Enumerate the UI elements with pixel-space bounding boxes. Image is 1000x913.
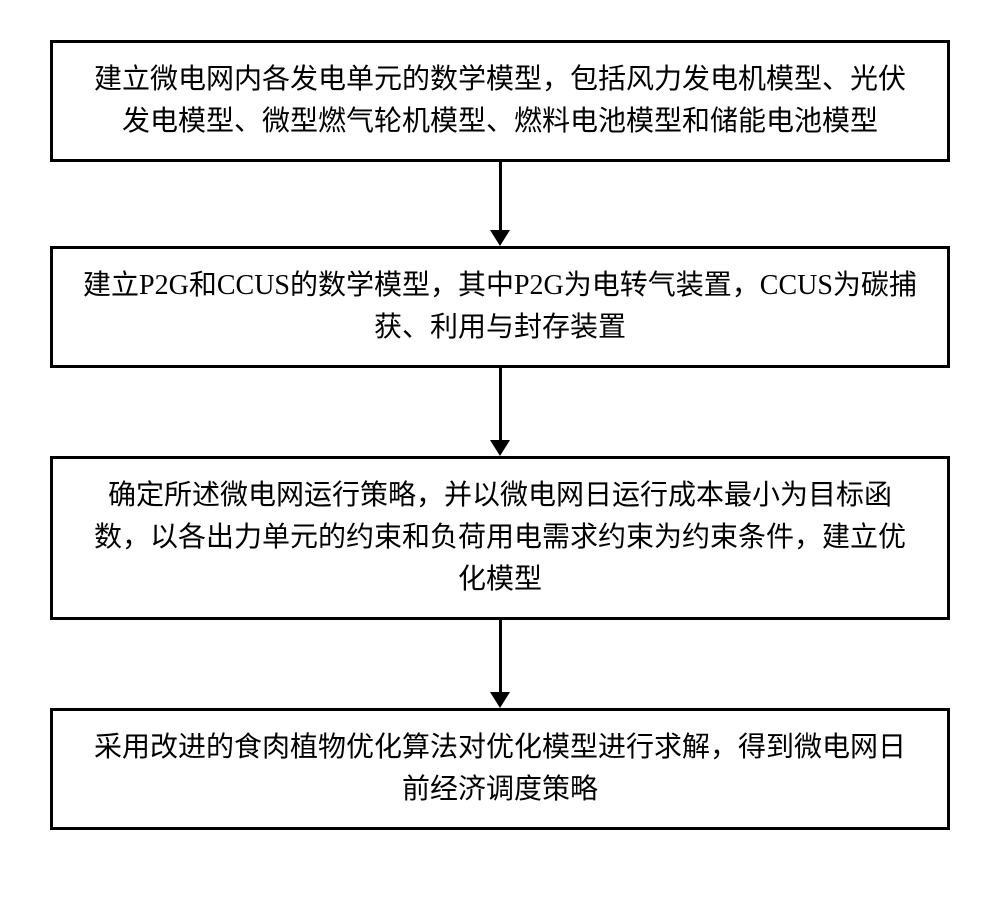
edge-line xyxy=(499,620,502,692)
arrowhead-icon xyxy=(490,230,510,246)
flowchart-node: 确定所述微电网运行策略，并以微电网日运行成本最小为目标函数，以各出力单元的约束和… xyxy=(50,456,950,620)
flowchart-edge xyxy=(490,620,510,708)
flowchart-container: 建立微电网内各发电单元的数学模型，包括风力发电机模型、光伏发电模型、微型燃气轮机… xyxy=(50,40,950,830)
arrowhead-icon xyxy=(490,440,510,456)
flowchart-edge xyxy=(490,162,510,246)
flowchart-node: 建立P2G和CCUS的数学模型，其中P2G为电转气装置，CCUS为碳捕获、利用与… xyxy=(50,246,950,368)
flowchart-node: 建立微电网内各发电单元的数学模型，包括风力发电机模型、光伏发电模型、微型燃气轮机… xyxy=(50,40,950,162)
arrowhead-icon xyxy=(490,692,510,708)
flowchart-edge xyxy=(490,368,510,456)
flowchart-node: 采用改进的食肉植物优化算法对优化模型进行求解，得到微电网日前经济调度策略 xyxy=(50,708,950,830)
edge-line xyxy=(499,368,502,440)
edge-line xyxy=(499,162,502,230)
